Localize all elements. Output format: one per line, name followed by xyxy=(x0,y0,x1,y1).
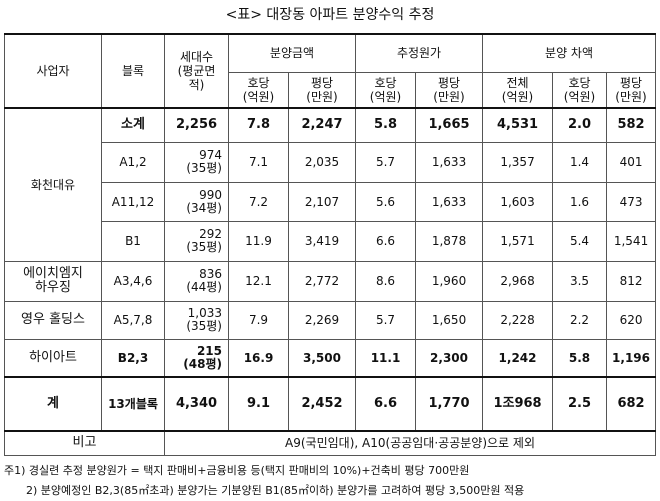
table-title: <표> 대장동 아파트 분양수익 추정 xyxy=(225,7,435,23)
company-hmg: 에이치엠지 하우징 xyxy=(4,260,102,302)
header-sales: 분양금액 xyxy=(227,33,357,73)
table-row: B1 292 (35평) 11.9 3,419 6.6 1,878 1,571 5… xyxy=(5,220,657,262)
table-row: 하이아트 B2,3 215 (48평) 16.9 3,500 11.1 2,300… xyxy=(4,338,657,378)
sales-profit-table: 사업자 블록 세대수 (평균면 적) 분양금액 추정원가 분양 차액 호당 (억원) … xyxy=(4,33,657,456)
header-cost-per-pyeong: 평당 (만원) xyxy=(415,71,484,109)
remark-label: 비고 xyxy=(4,430,165,456)
remark-text: A9(국민임대), A10(공공임대·공공분양)으로 제외 xyxy=(163,430,657,456)
footnote-2: 2) 분양예정인 B2,3(85㎡초과) 분양가는 기분양된 B1(85㎡이하)… xyxy=(26,484,525,497)
company-hiart: 하이아트 xyxy=(4,338,102,378)
header-diff-per-pyeong: 평당 (만원) xyxy=(606,71,657,109)
table-row: A1,2 974 (35평) 7.1 2,035 5.7 1,633 1,357 … xyxy=(5,141,657,183)
header-block: 블록 xyxy=(101,33,165,109)
header-cost-per-unit: 호당 (억원) xyxy=(355,71,417,109)
header-sales-per-unit: 호당 (억원) xyxy=(228,71,289,109)
header-sales-per-pyeong: 평당 (만원) xyxy=(287,71,357,109)
header-diff-per-unit: 호당 (억원) xyxy=(552,71,608,109)
header-company: 사업자 xyxy=(4,33,102,109)
header-cost: 추정원가 xyxy=(355,33,484,73)
subtotal-label: 소계 xyxy=(101,107,165,143)
header-diff-total: 전체 (억원) xyxy=(482,71,554,109)
company-hwacheon: 화천대유 xyxy=(4,107,102,262)
table-row: 계 13개블록 4,340 9.1 2,452 6.6 1,770 1조968 … xyxy=(4,376,657,432)
company-youngwoo: 영우 홀딩스 xyxy=(4,300,102,340)
footnote-1: 주1) 경실련 추정 분양원가 = 택지 판매비+금융비용 등(택지 판매비의 … xyxy=(4,464,470,477)
header-units: 세대수 (평균면 적) xyxy=(164,33,229,109)
remark-row: 비고 A9(국민임대), A10(공공임대·공공분양)으로 제외 xyxy=(4,430,657,456)
table-row: A11,12 990 (34평) 7.2 2,107 5.6 1,633 1,60… xyxy=(5,181,657,222)
table-row: 영우 홀딩스 A5,7,8 1,033 (35평) 7.9 2,269 5.7 1… xyxy=(4,300,657,340)
table-row: 화천대유 소계 2,256 7.8 2,247 5.8 1,665 4,531 … xyxy=(4,107,657,262)
total-label: 계 xyxy=(4,376,102,432)
table-row: 에이치엠지 하우징 A3,4,6 836 (44평) 12.1 2,772 8.6 … xyxy=(4,260,657,302)
header-diff: 분양 차액 xyxy=(482,33,657,73)
